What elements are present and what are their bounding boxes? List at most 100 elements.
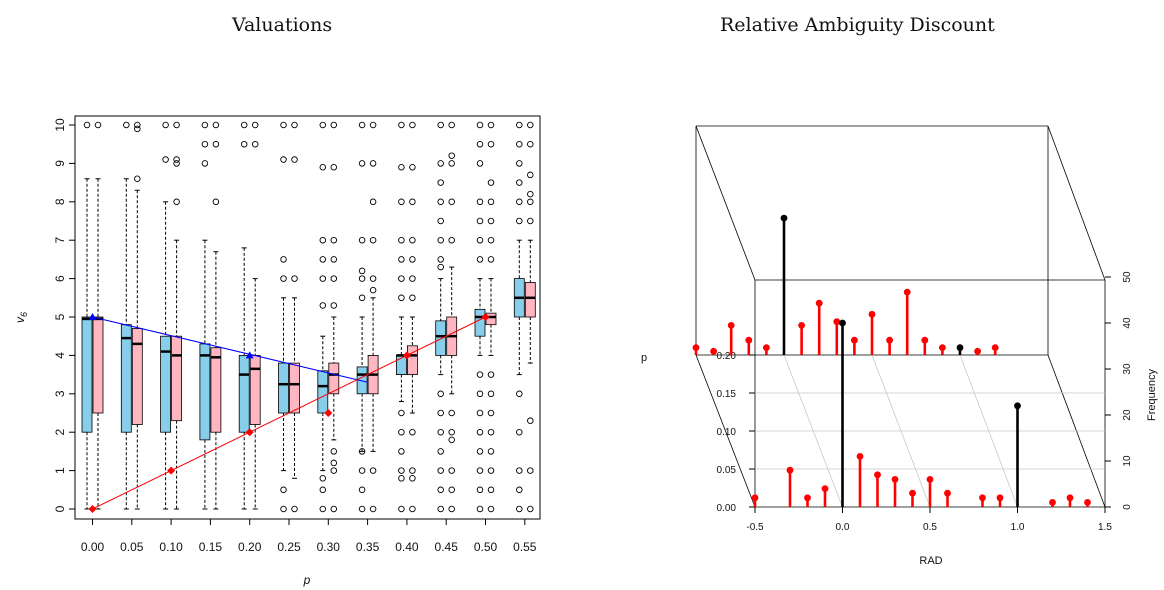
outlier-point [251, 121, 259, 129]
outlier-point [476, 256, 484, 263]
y-tick-label: 10 [53, 118, 67, 132]
outlier-point [369, 121, 377, 129]
stem-head [1084, 499, 1091, 506]
box-edge [695, 125, 756, 281]
stem-head [874, 471, 881, 479]
outlier-point [409, 428, 416, 436]
stem-head [979, 494, 986, 502]
outlier-point [398, 475, 405, 482]
outlier-point [369, 505, 377, 513]
trend-marker [245, 351, 254, 359]
outlier-point [134, 121, 141, 129]
stem-head [944, 489, 951, 497]
outlier-point [212, 121, 220, 129]
box [474, 308, 486, 337]
outlier-point [398, 294, 405, 302]
stem-head [996, 494, 1004, 502]
outlier-point [448, 152, 455, 159]
outlier-point [409, 236, 416, 244]
outlier-point [212, 198, 220, 206]
outlier-point [409, 121, 416, 129]
outlier-point [437, 467, 444, 474]
x-tick-label: 0.55 [513, 540, 537, 554]
outlier-point [319, 302, 327, 309]
outlier-point [487, 486, 495, 494]
outlier-point [330, 302, 338, 309]
trend-marker [324, 409, 333, 417]
outlier-point [398, 275, 405, 282]
outlier-point [476, 217, 484, 225]
outlier-point [476, 371, 484, 378]
outlier-point [319, 275, 327, 282]
chart-title-rad: Relative Ambiguity Discount [720, 14, 995, 36]
x-tick-label: 0.30 [317, 540, 341, 554]
x-tick-label: 0.20 [238, 540, 262, 554]
outlier-point [398, 163, 405, 171]
outlier-point [398, 428, 405, 436]
outlier-point [134, 175, 141, 183]
outlier-point [358, 448, 366, 455]
outlier-point [476, 486, 484, 494]
stem-head [763, 344, 770, 351]
trend-marker [88, 313, 97, 320]
outlier-point [448, 428, 455, 436]
outlier-point [369, 275, 377, 282]
stem-head [780, 214, 788, 222]
outlier-point [358, 467, 366, 474]
outlier-point [437, 236, 444, 244]
outlier-point [398, 256, 405, 263]
outlier-point [516, 121, 523, 129]
outlier-point [516, 428, 523, 436]
outlier-point [437, 179, 444, 186]
outlier-point [280, 505, 287, 513]
outlier-point [516, 198, 523, 206]
outlier-point [240, 140, 248, 148]
outlier-point [330, 467, 338, 474]
trend-marker [481, 313, 490, 321]
outlier-point [476, 390, 484, 398]
outlier-point [398, 409, 405, 417]
box [210, 347, 222, 433]
stem-head [751, 494, 759, 502]
outlier-point [527, 140, 534, 148]
stem-head [851, 336, 858, 344]
trend-marker [167, 466, 176, 475]
p-tick-label: 0.15 [717, 389, 737, 400]
p-tick-label: 0.05 [717, 465, 737, 476]
outlier-point [487, 140, 495, 148]
x-tick-label: 0.10 [159, 540, 183, 554]
y-tick-label: 4 [53, 352, 67, 359]
trend-marker [88, 505, 97, 513]
valuations-boxplot: 0 1 2 3 4 5 6 7 8 9 10 0.00 0.05 0.10 0.15 0.20 0.25 0.30… [13, 115, 541, 587]
stem-head [868, 310, 876, 318]
outlier-point [448, 486, 455, 494]
outlier-point [319, 121, 327, 129]
box [171, 335, 183, 422]
depth-grid-line [959, 354, 1018, 508]
outlier-point [516, 467, 523, 474]
stem-head [926, 476, 934, 483]
outlier-point [476, 198, 484, 206]
stem-head [856, 453, 864, 460]
rad-axis-label: RAD [919, 555, 942, 567]
outlier-point [398, 505, 405, 513]
trend-line [92, 316, 368, 383]
outlier-point [358, 267, 366, 275]
outlier-point [398, 236, 405, 244]
outlier-point [409, 256, 416, 263]
outlier-point [487, 217, 495, 225]
stem-head [903, 288, 911, 296]
p-tick-label: 0.10 [717, 427, 737, 438]
freq-tick-label: 0 [1122, 504, 1133, 510]
outlier-point [409, 275, 416, 282]
box [81, 316, 93, 433]
outlier-point [516, 179, 523, 186]
stem-head [886, 336, 893, 344]
outlier-point [291, 156, 298, 163]
box [435, 320, 447, 356]
outlier-point [476, 428, 484, 436]
outlier-point [527, 190, 534, 198]
outlier-point [448, 467, 455, 474]
outlier-point [319, 505, 327, 513]
outlier-point [358, 294, 366, 302]
